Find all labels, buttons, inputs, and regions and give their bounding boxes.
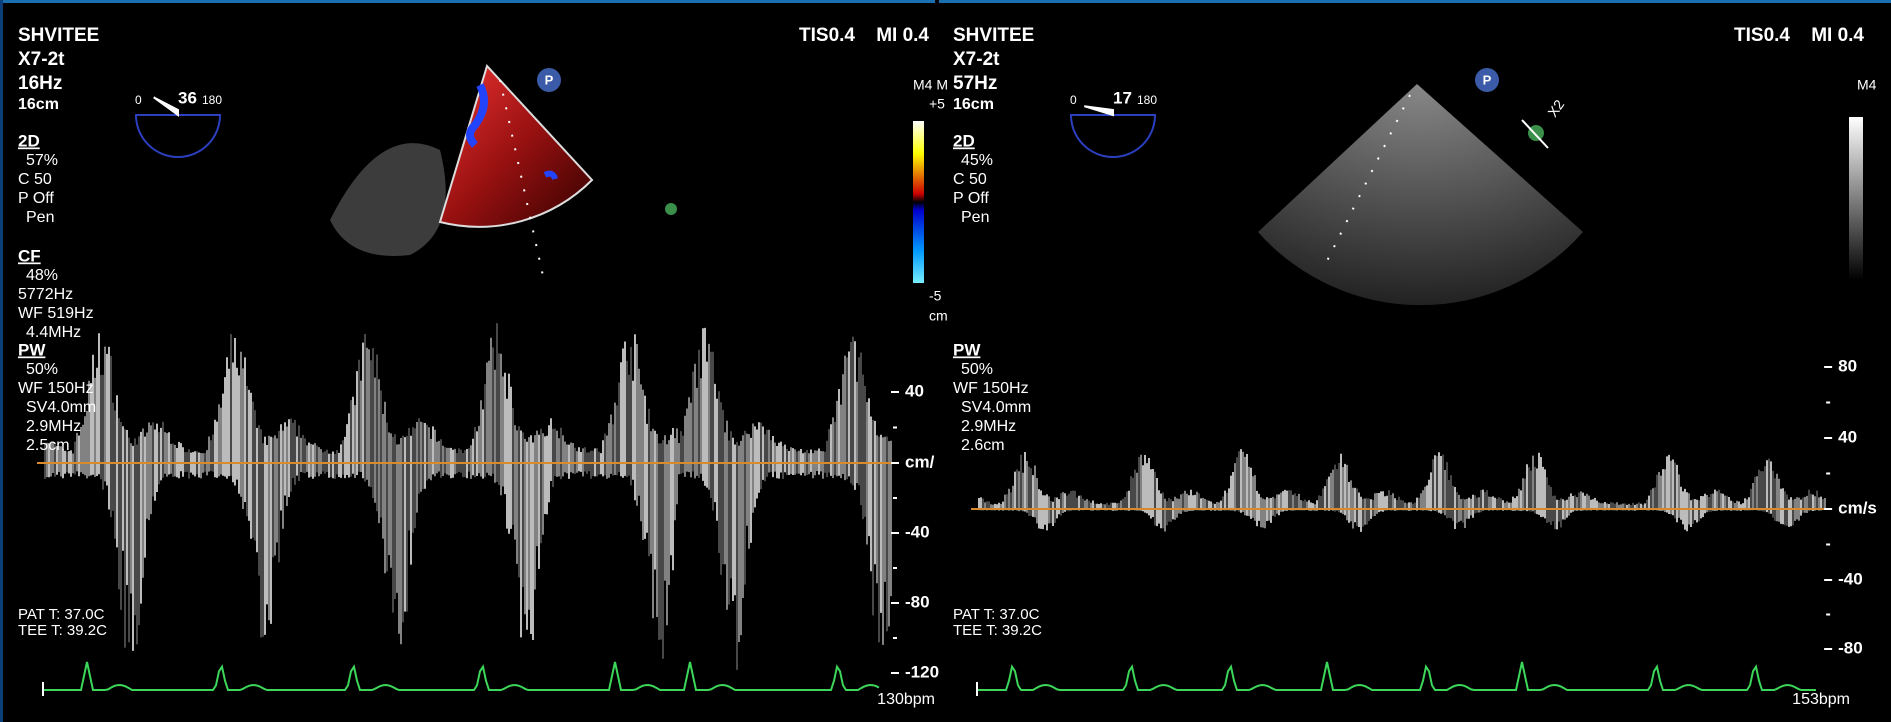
setting: C 50 [18, 171, 52, 188]
angle-min: 0 [1070, 93, 1077, 107]
frame-rate: 57Hz [953, 73, 997, 94]
scale-label: 40 [905, 381, 924, 400]
page: SHVITEE X7-2t 16Hz 16cm MI 0.4 TIS0.4 0 36 180 P 2… [0, 0, 1891, 722]
temperature: TEE T: 39.2C [953, 622, 1042, 639]
setting: 57% [26, 152, 58, 169]
setting: Pen [26, 209, 54, 226]
section-title: CF [18, 246, 41, 265]
scale-label: cm/ [905, 452, 935, 471]
marker [1528, 125, 1544, 141]
scale-label: -40 [905, 522, 930, 541]
top-border [0, 0, 1891, 3]
setting: P Off [953, 190, 989, 207]
color-scale-label: +5 [929, 96, 945, 112]
probe-icon-label: P [1483, 72, 1492, 87]
angle-max: 180 [202, 93, 222, 107]
setting: WF 519Hz [18, 305, 94, 322]
heart-rate: 153bpm [1792, 691, 1850, 708]
color-scale-label: M4 [1857, 77, 1877, 93]
gray-bar [1849, 117, 1863, 280]
temperature: TEE T: 39.2C [18, 622, 107, 639]
heart-rate: 130bpm [877, 691, 935, 708]
setting: 4.4MHz [26, 324, 81, 341]
probe: X7-2t [953, 49, 1000, 70]
temperature: PAT T: 37.0C [953, 606, 1040, 623]
setting: 5772Hz [18, 286, 73, 303]
frame-rate: 16Hz [18, 73, 62, 94]
setting: 2.6cm [961, 437, 1005, 454]
setting: P Off [18, 190, 54, 207]
scale-label: 80 [1838, 356, 1857, 375]
color-scale-label: cm [929, 308, 948, 324]
setting: 48% [26, 267, 58, 284]
probe-icon-label: P [545, 72, 554, 87]
mi-index: MI 0.4 [1811, 25, 1864, 46]
section-title: 2D [953, 131, 975, 150]
color-scale-label: M4 M [913, 77, 948, 93]
setting: 50% [26, 361, 58, 378]
ultrasound-screen: SHVITEE X7-2t 16Hz 16cm MI 0.4 TIS0.4 0 36 180 P 2… [0, 0, 1891, 722]
left-border [0, 0, 3, 722]
setting: WF 150Hz [953, 380, 1029, 397]
section-title: PW [18, 340, 46, 359]
scale-label: cm/s [1838, 498, 1877, 517]
setting: SV4.0mm [961, 399, 1031, 416]
color-scale-label: -5 [929, 288, 942, 304]
temperature: PAT T: 37.0C [18, 606, 105, 623]
section-title: PW [953, 340, 981, 359]
setting: 2.5cm [26, 437, 70, 454]
scale-label: -120 [905, 662, 939, 681]
angle-value: 36 [178, 88, 197, 107]
scale-label: -40 [1838, 569, 1863, 588]
setting: WF 150Hz [18, 380, 94, 397]
setting: 45% [961, 152, 993, 169]
mi-index: MI 0.4 [876, 25, 929, 46]
angle-value: 17 [1113, 88, 1132, 107]
setting: 50% [961, 361, 993, 378]
tis-index: TIS0.4 [1734, 25, 1790, 46]
setting: Pen [961, 209, 989, 226]
depth: 16cm [953, 96, 994, 113]
color-bar [913, 121, 924, 283]
section-title: 2D [18, 131, 40, 150]
marker [665, 203, 677, 215]
setting: C 50 [953, 171, 987, 188]
system-name: SHVITEE [953, 25, 1034, 46]
angle-max: 180 [1137, 93, 1157, 107]
scale-label: -80 [1838, 638, 1863, 657]
angle-min: 0 [135, 93, 142, 107]
scale-label: -80 [905, 592, 930, 611]
setting: 2.9MHz [26, 418, 81, 435]
probe: X7-2t [18, 49, 65, 70]
system-name: SHVITEE [18, 25, 99, 46]
scale-label: 40 [1838, 427, 1857, 446]
setting: 2.9MHz [961, 418, 1016, 435]
tis-index: TIS0.4 [799, 25, 855, 46]
depth: 16cm [18, 96, 59, 113]
setting: SV4.0mm [26, 399, 96, 416]
background [0, 0, 1891, 722]
